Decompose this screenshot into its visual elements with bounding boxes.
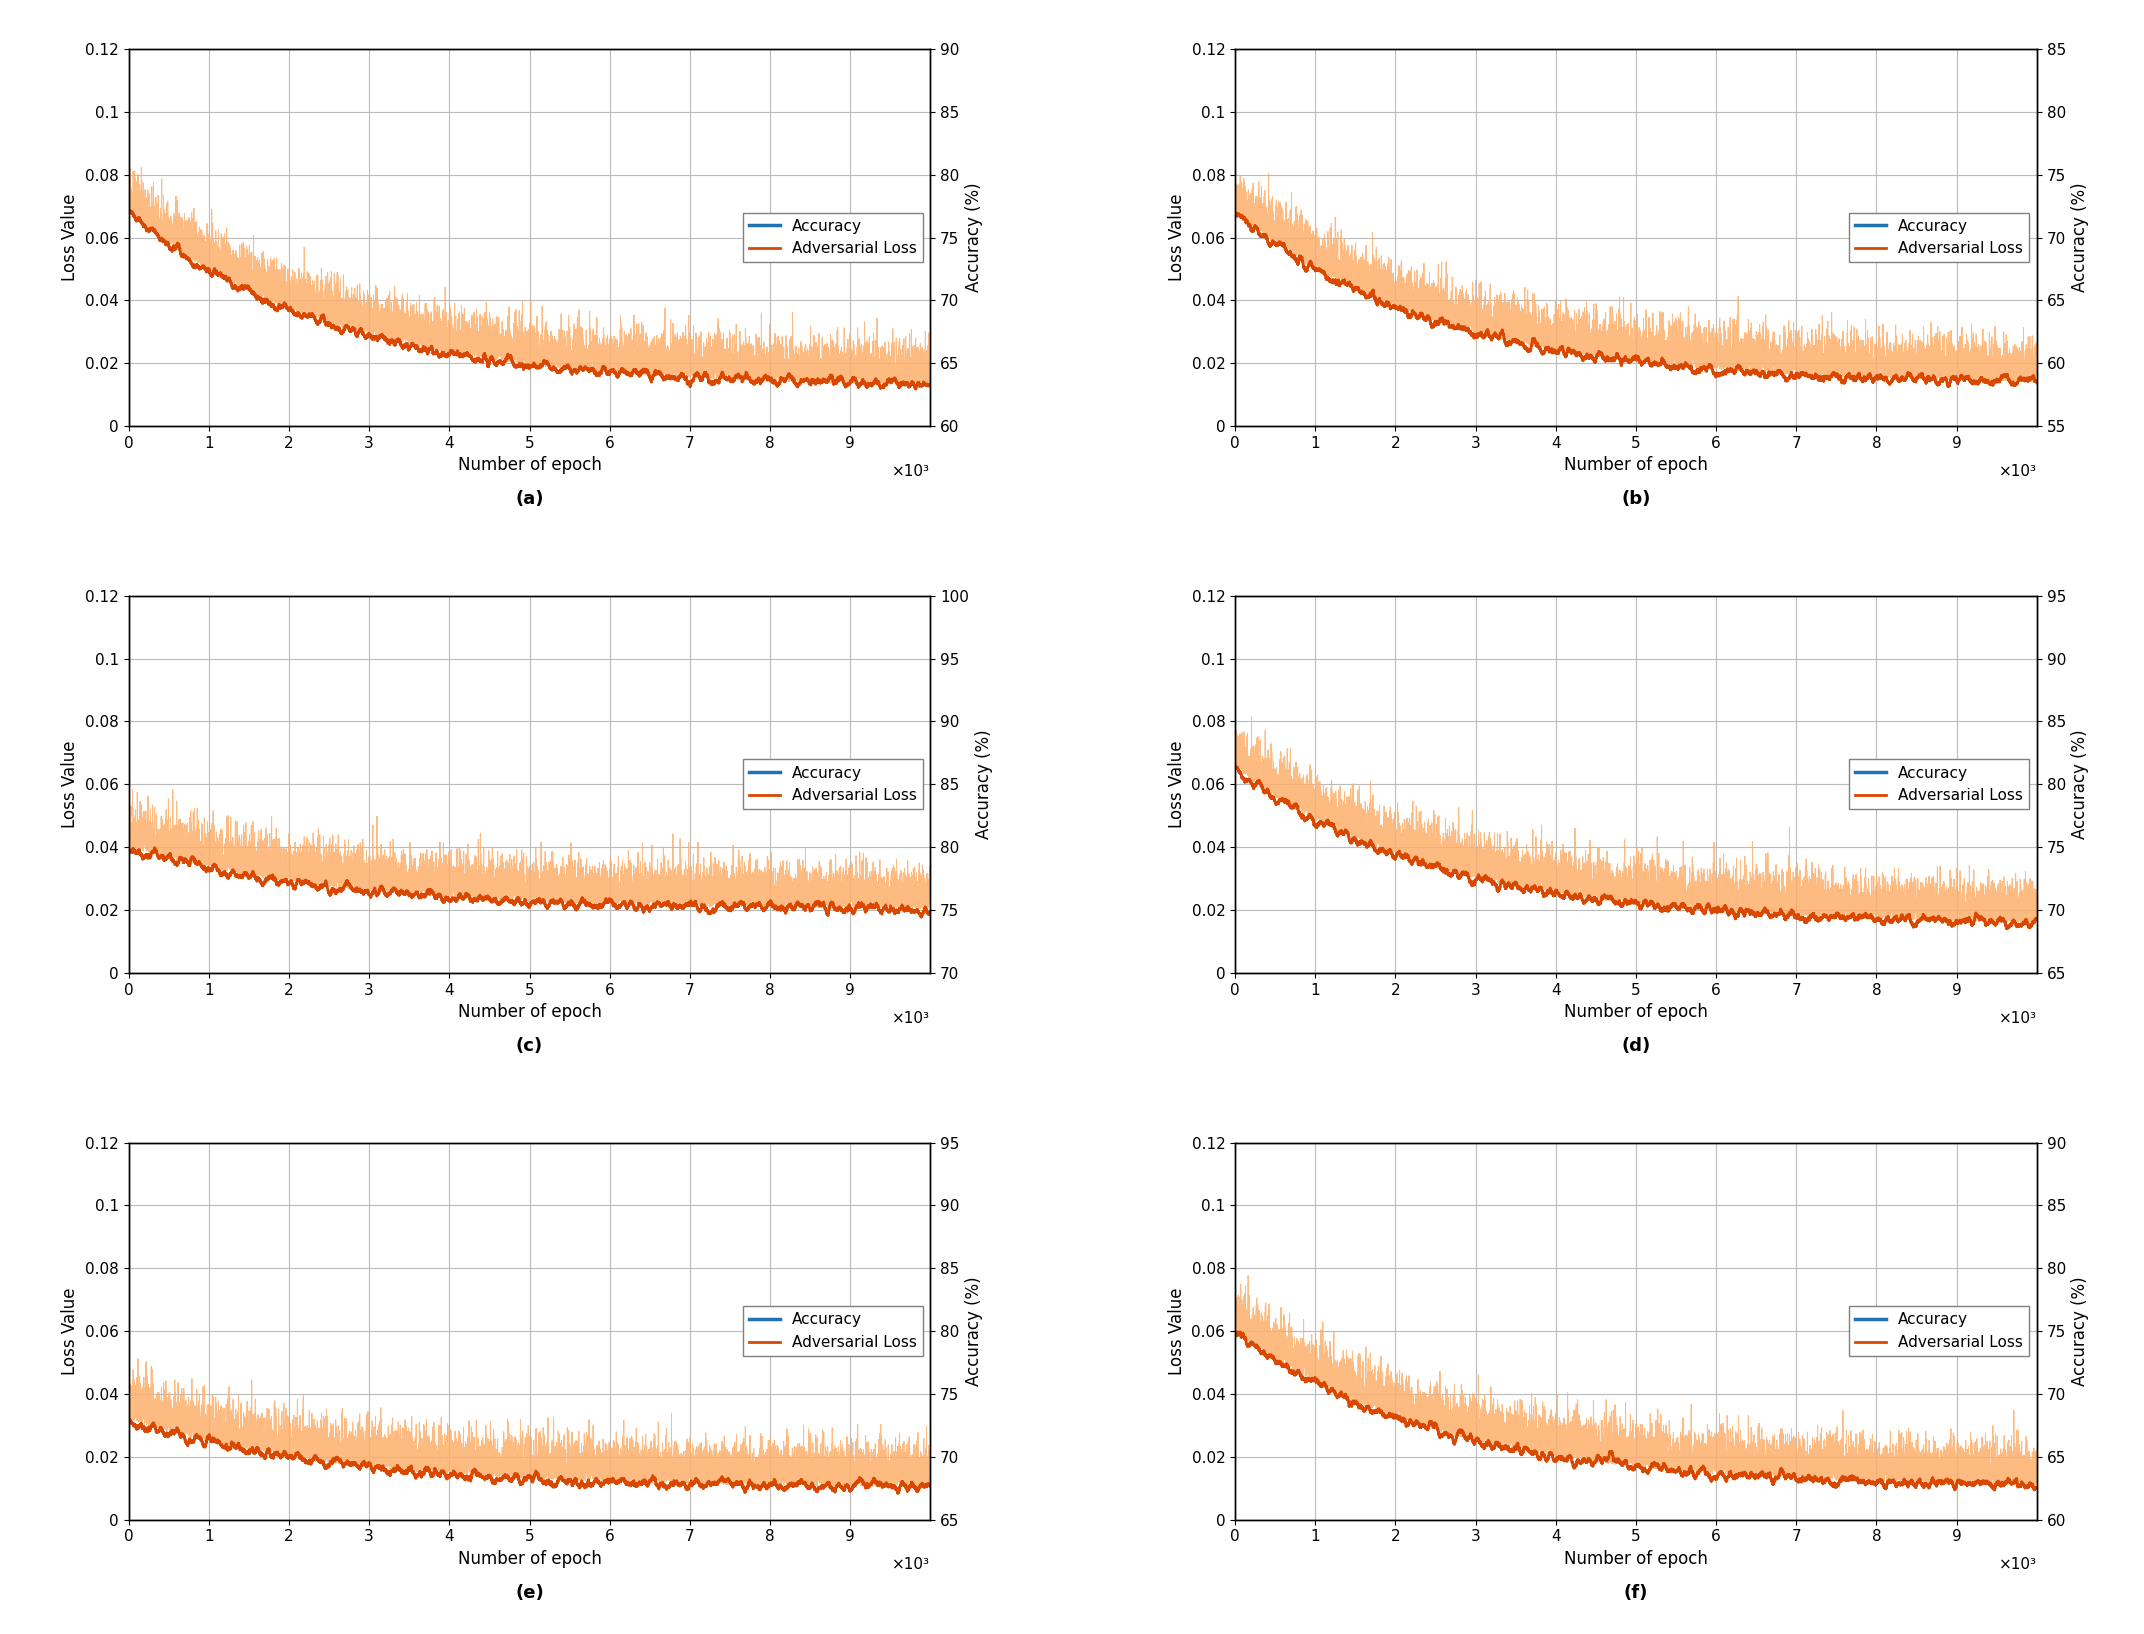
Text: ×10³: ×10³ <box>892 1010 930 1026</box>
Y-axis label: Loss Value: Loss Value <box>1168 740 1186 828</box>
Text: (b): (b) <box>1621 490 1651 508</box>
Legend: Accuracy, Adversarial Loss: Accuracy, Adversarial Loss <box>742 1306 922 1356</box>
Legend: Accuracy, Adversarial Loss: Accuracy, Adversarial Loss <box>1850 1306 2028 1356</box>
Text: ×10³: ×10³ <box>1998 464 2037 479</box>
Text: ×10³: ×10³ <box>1998 1557 2037 1572</box>
X-axis label: Number of epoch: Number of epoch <box>1563 456 1709 474</box>
Y-axis label: Loss Value: Loss Value <box>62 740 79 828</box>
Legend: Accuracy, Adversarial Loss: Accuracy, Adversarial Loss <box>1850 212 2028 263</box>
X-axis label: Number of epoch: Number of epoch <box>457 1551 602 1569</box>
Y-axis label: Loss Value: Loss Value <box>62 194 79 281</box>
Y-axis label: Accuracy (%): Accuracy (%) <box>2071 1276 2090 1386</box>
Y-axis label: Accuracy (%): Accuracy (%) <box>2071 183 2090 292</box>
X-axis label: Number of epoch: Number of epoch <box>457 1003 602 1021</box>
Text: ×10³: ×10³ <box>892 1557 930 1572</box>
Y-axis label: Loss Value: Loss Value <box>1168 194 1186 281</box>
Text: (d): (d) <box>1621 1038 1651 1056</box>
Legend: Accuracy, Adversarial Loss: Accuracy, Adversarial Loss <box>742 760 922 809</box>
Y-axis label: Loss Value: Loss Value <box>62 1288 79 1374</box>
Text: (c): (c) <box>517 1038 542 1056</box>
Legend: Accuracy, Adversarial Loss: Accuracy, Adversarial Loss <box>742 212 922 263</box>
Text: (f): (f) <box>1623 1583 1649 1601</box>
Text: ×10³: ×10³ <box>1998 1010 2037 1026</box>
Y-axis label: Accuracy (%): Accuracy (%) <box>965 183 984 292</box>
Text: ×10³: ×10³ <box>892 464 930 479</box>
Text: (e): (e) <box>515 1583 545 1601</box>
X-axis label: Number of epoch: Number of epoch <box>1563 1003 1709 1021</box>
Text: (a): (a) <box>515 490 545 508</box>
X-axis label: Number of epoch: Number of epoch <box>1563 1551 1709 1569</box>
Legend: Accuracy, Adversarial Loss: Accuracy, Adversarial Loss <box>1850 760 2028 809</box>
Y-axis label: Accuracy (%): Accuracy (%) <box>2071 729 2090 840</box>
X-axis label: Number of epoch: Number of epoch <box>457 456 602 474</box>
Y-axis label: Accuracy (%): Accuracy (%) <box>965 1276 984 1386</box>
Y-axis label: Accuracy (%): Accuracy (%) <box>976 729 993 840</box>
Y-axis label: Loss Value: Loss Value <box>1168 1288 1186 1374</box>
